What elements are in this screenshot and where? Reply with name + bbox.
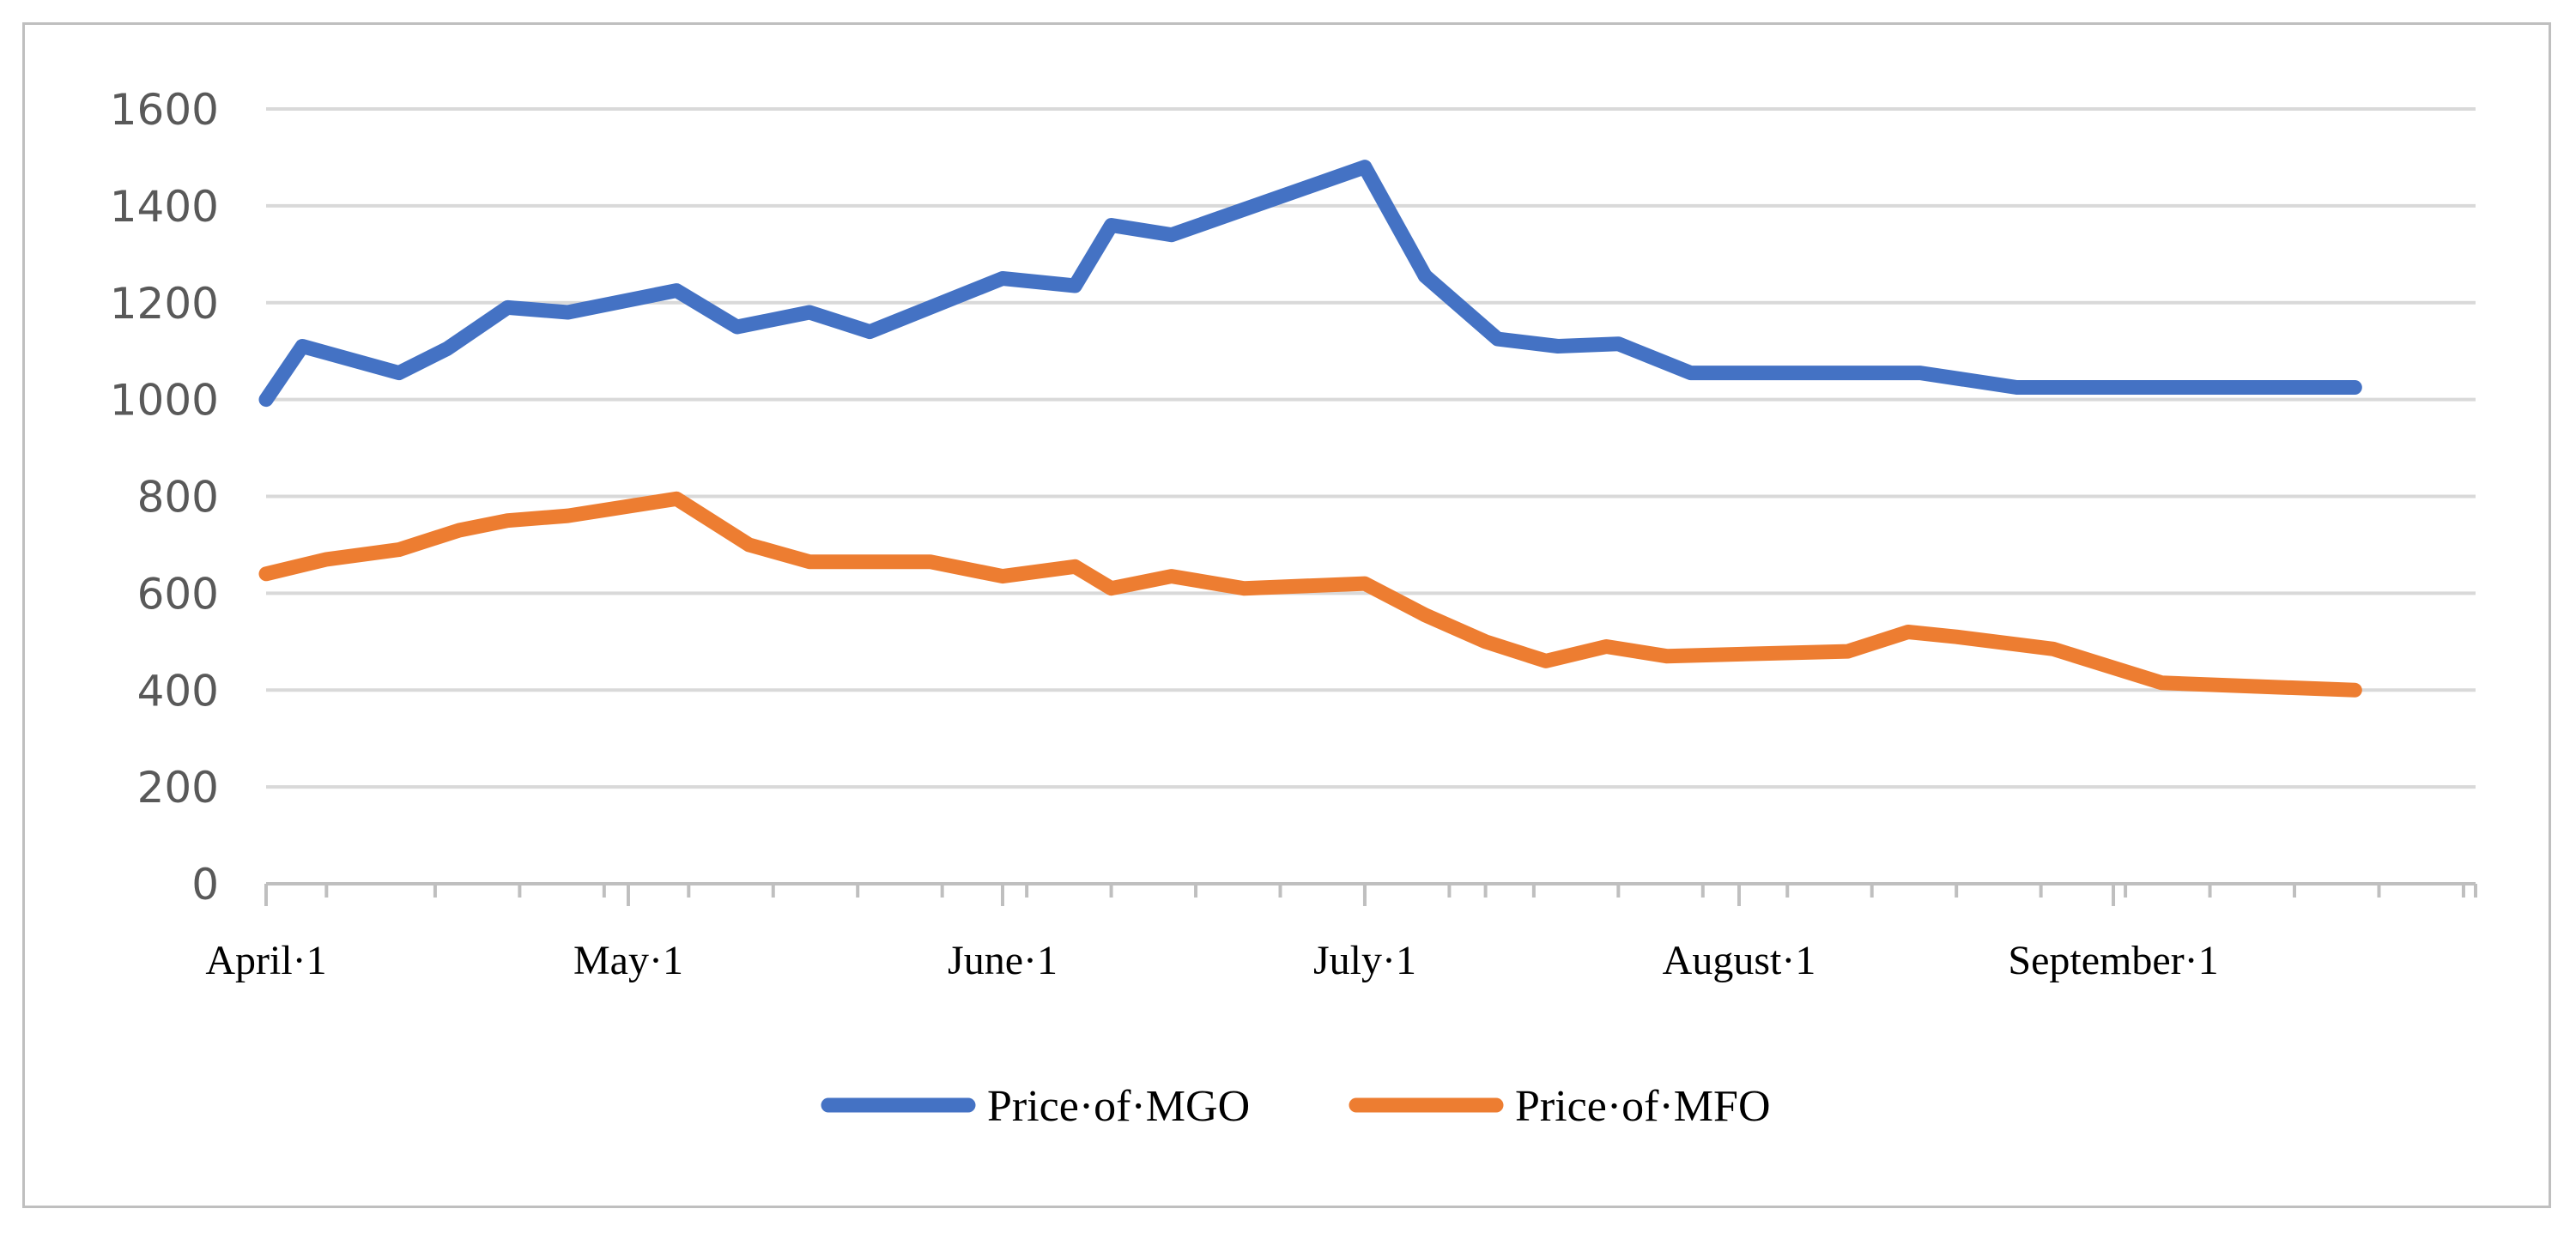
y-tick-label: 600 xyxy=(137,569,219,619)
legend-item-mgo: Price·of·MGO xyxy=(821,1082,1250,1131)
x-tick-label: August·1 xyxy=(1663,938,1816,983)
series-line-mgo xyxy=(258,160,2362,408)
y-tick-label: 1400 xyxy=(110,182,219,232)
legend-label: Price·of·MFO xyxy=(1515,1082,1771,1131)
y-tick-label: 0 xyxy=(191,860,219,910)
grid-lines xyxy=(266,107,2476,789)
x-tick-label: July·1 xyxy=(1313,938,1416,983)
x-tick-label: May·1 xyxy=(573,938,683,983)
legend: Price·of·MGO Price·of·MFO xyxy=(821,1082,1771,1131)
chart-frame xyxy=(22,22,2551,1208)
series-line-mfo xyxy=(258,491,2362,698)
y-axis-ticks: 0 200 400 600 800 1000 1200 1400 1600 xyxy=(110,85,219,910)
x-tick-label: September·1 xyxy=(2008,938,2218,983)
x-tick-label: April·1 xyxy=(205,938,326,983)
y-tick-label: 1000 xyxy=(110,376,219,426)
legend-item-mfo: Price·of·MFO xyxy=(1349,1082,1771,1131)
y-tick-label: 1600 xyxy=(110,85,219,135)
y-tick-label: 200 xyxy=(137,763,219,813)
y-tick-label: 1200 xyxy=(110,279,219,329)
y-tick-label: 800 xyxy=(137,473,219,523)
x-axis: April·1 May·1 June·1 July·1 August·1 Septembe… xyxy=(205,882,2477,983)
y-tick-label: 400 xyxy=(137,666,219,716)
x-tick-label: June·1 xyxy=(948,938,1058,983)
series-lines xyxy=(258,160,2362,698)
legend-label: Price·of·MGO xyxy=(987,1082,1250,1131)
